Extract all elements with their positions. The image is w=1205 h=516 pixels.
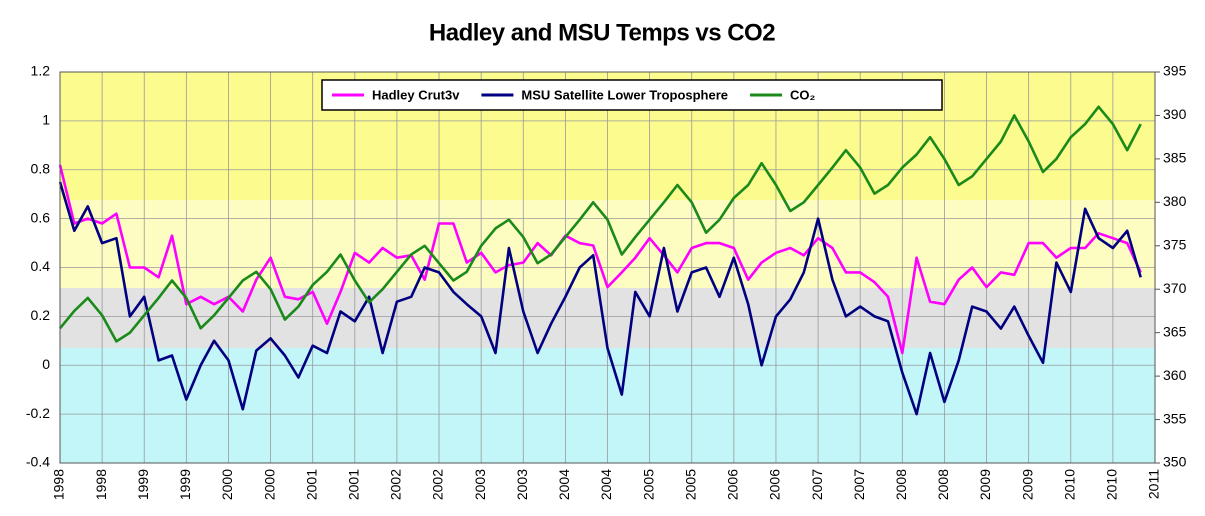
- y-tick-label: 0.4: [31, 258, 51, 274]
- y2-tick-label: 350: [1163, 454, 1187, 470]
- x-tick-label: 2007: [809, 469, 825, 500]
- y2-tick-label: 365: [1163, 323, 1187, 339]
- y2-tick-label: 380: [1163, 193, 1187, 209]
- plot-frame: [59, 71, 1156, 464]
- x-tick-label: 1999: [177, 469, 193, 500]
- y2-tick-label: 375: [1163, 236, 1187, 252]
- x-tick-label: 2002: [388, 469, 404, 500]
- x-tick-label: 2006: [767, 469, 783, 500]
- series-line: [58, 164, 1142, 355]
- legend: [321, 79, 943, 111]
- x-tick-label: 2010: [1061, 469, 1077, 500]
- x-tick-label: 2006: [725, 469, 741, 500]
- series-line: [58, 181, 1142, 416]
- x-tick-label: 1998: [51, 469, 67, 500]
- x-tick-label: 2005: [682, 469, 698, 500]
- x-tick-label: 2003: [472, 469, 488, 500]
- y2-tick-label: 395: [1163, 63, 1187, 79]
- y2-tick-label: 370: [1163, 280, 1187, 296]
- x-tick-label: 2000: [219, 469, 235, 500]
- y-tick-label: -0.2: [26, 405, 50, 421]
- x-tick-label: 2001: [303, 469, 319, 500]
- x-tick-label: 2008: [893, 469, 909, 500]
- x-tick-label: 2005: [640, 469, 656, 500]
- y-tick-label: 0: [42, 356, 50, 372]
- y-tick-label: 0.6: [31, 209, 51, 225]
- x-tick-label: 1999: [135, 469, 151, 500]
- y-tick-label: 0.2: [31, 307, 51, 323]
- legend-label: CO₂: [790, 87, 816, 102]
- y2-tick-label: 360: [1163, 367, 1187, 383]
- x-tick-label: 2002: [430, 469, 446, 500]
- x-tick-label: 2003: [514, 469, 530, 500]
- series-line: [58, 105, 1142, 343]
- y-tick-label: 1.2: [31, 63, 51, 79]
- y-tick-label: 0.8: [31, 160, 51, 176]
- y2-tick-label: 385: [1163, 150, 1187, 166]
- y2-tick-label: 390: [1163, 106, 1187, 122]
- y2-tick-label: 355: [1163, 410, 1187, 426]
- x-tick-label: 2009: [1019, 469, 1035, 500]
- y-tick-label: 1: [42, 112, 50, 128]
- x-tick-label: 2007: [851, 469, 867, 500]
- chart-title: Hadley and MSU Temps vs CO2: [429, 19, 775, 46]
- x-tick-label: 2000: [261, 469, 277, 500]
- x-tick-label: 2004: [556, 469, 572, 500]
- legend-label: Hadley Crut3v: [372, 87, 460, 102]
- x-tick-label: 2008: [935, 469, 951, 500]
- x-tick-label: 2010: [1104, 469, 1120, 500]
- x-tick-label: 2011: [1146, 469, 1162, 499]
- x-tick-label: 2001: [346, 469, 362, 500]
- y-tick-label: -0.4: [26, 454, 50, 470]
- x-tick-label: 1998: [93, 469, 109, 500]
- legend-label: MSU Satellite Lower Troposphere: [521, 87, 728, 102]
- x-tick-label: 2004: [598, 469, 614, 500]
- x-tick-label: 2009: [977, 469, 993, 500]
